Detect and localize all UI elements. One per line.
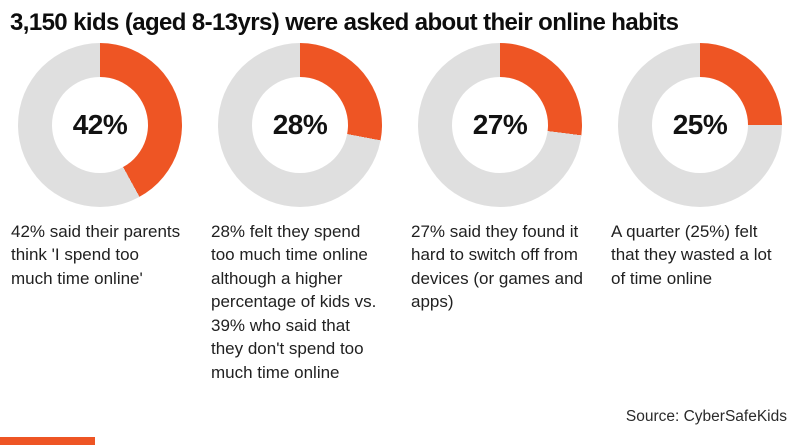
donut-chart-28: 28% bbox=[218, 43, 382, 207]
donut-center-label: 25% bbox=[672, 109, 728, 140]
chart-column-1: 42% 42% said their parents think 'I spen… bbox=[0, 39, 200, 384]
donut-caption-4: A quarter (25%) felt that they wasted a … bbox=[611, 222, 772, 288]
chart-column-2: 28% 28% felt they spend too much time on… bbox=[200, 39, 400, 384]
donut-hole: 28% bbox=[252, 77, 348, 173]
donut-hole: 25% bbox=[652, 77, 748, 173]
chart-column-3: 27% 27% said they found it hard to switc… bbox=[400, 39, 600, 384]
donut-charts-row: 42% 42% said their parents think 'I spen… bbox=[0, 39, 800, 384]
donut-chart-42: 42% bbox=[18, 43, 182, 207]
donut-chart-27: 27% bbox=[418, 43, 582, 207]
donut-chart-25: 25% bbox=[618, 43, 782, 207]
donut-hole: 42% bbox=[52, 77, 148, 173]
donut-caption-1: 42% said their parents think 'I spend to… bbox=[11, 222, 181, 288]
donut-caption-3: 27% said they found it hard to switch of… bbox=[411, 222, 583, 312]
source-credit: Source: CyberSafeKids bbox=[625, 408, 787, 425]
donut-hole: 27% bbox=[452, 77, 548, 173]
donut-center-label: 28% bbox=[272, 109, 328, 140]
chart-column-4: 25% A quarter (25%) felt that they waste… bbox=[600, 39, 800, 384]
chart-title: 3,150 kids (aged 8-13yrs) were asked abo… bbox=[10, 9, 679, 36]
accent-bar bbox=[0, 437, 95, 445]
donut-center-label: 27% bbox=[472, 109, 528, 140]
donut-caption-2: 28% felt they spend too much time online… bbox=[211, 222, 377, 382]
donut-center-label: 42% bbox=[72, 109, 128, 140]
